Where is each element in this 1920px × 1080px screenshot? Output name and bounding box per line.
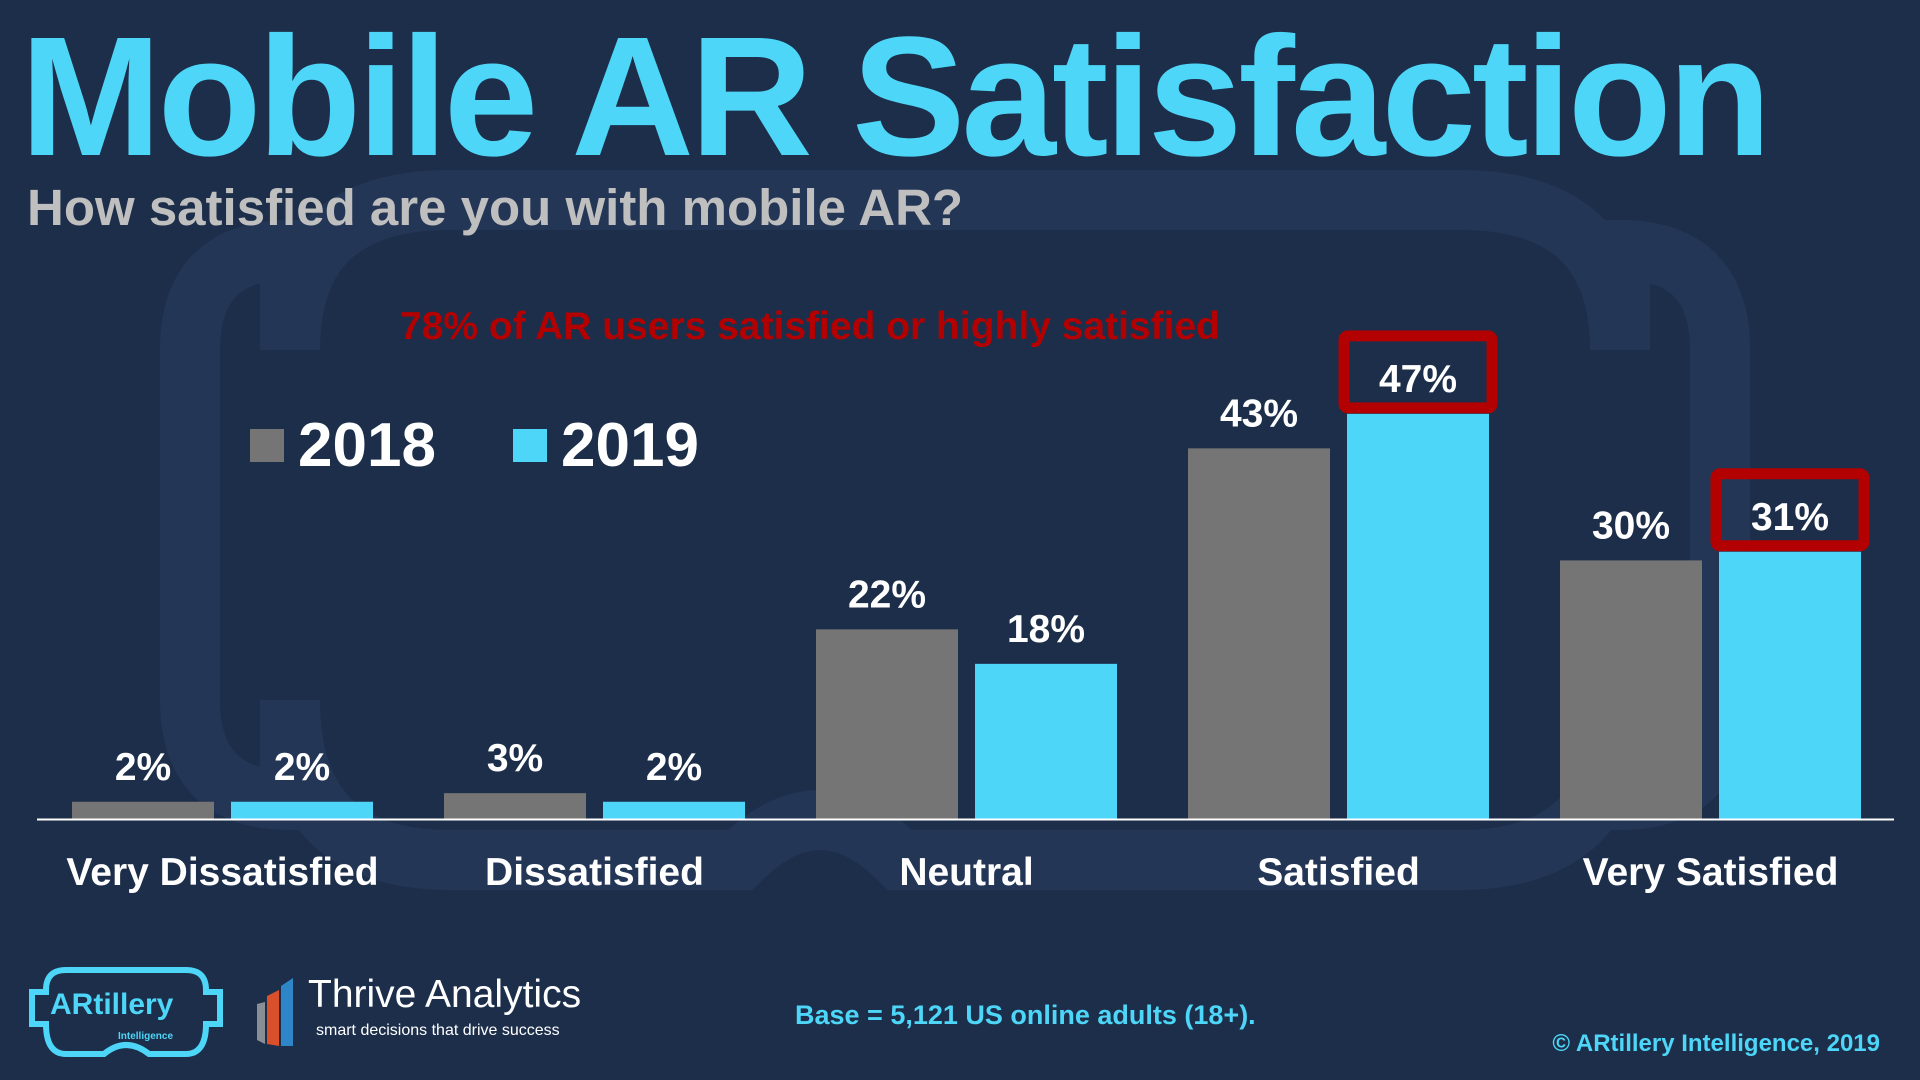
highlight-box [1710, 468, 1870, 552]
bar-2019 [975, 663, 1117, 819]
legend-label-2018: 2018 [298, 411, 436, 480]
thrive-analytics-name: Thrive Analytics [308, 973, 582, 1016]
legend-swatch-2019 [513, 429, 547, 462]
category-label: Dissatisfied [485, 851, 704, 894]
svg-text:Intelligence: Intelligence [118, 1031, 173, 1042]
category-label: Satisfied [1257, 851, 1420, 894]
bar-2018 [1560, 560, 1702, 819]
bar-2018 [1188, 448, 1330, 819]
thrive-analytics-tagline: smart decisions that drive success [316, 1022, 560, 1039]
data-label: 31% [1751, 496, 1829, 539]
subtitle: How satisfied are you with mobile AR? [27, 179, 964, 236]
bar-2019 [1719, 551, 1861, 819]
data-label: 2% [115, 746, 171, 789]
bar-2018 [816, 629, 958, 819]
data-label: 2% [274, 746, 330, 789]
base-note: Base = 5,121 US online adults (18+). [795, 1000, 1256, 1030]
data-label: 47% [1379, 358, 1457, 401]
legend-swatch-2018 [250, 429, 284, 462]
page-title: Mobile AR Satisfaction [20, 2, 1772, 192]
bar-2018 [444, 793, 586, 819]
data-label: 18% [1007, 608, 1085, 651]
category-label: Neutral [899, 851, 1033, 894]
category-label: Very Satisfied [1583, 851, 1839, 894]
thrive-analytics-icon [257, 978, 293, 1046]
category-label: Very Dissatisfied [66, 851, 378, 894]
copyright: © ARtillery Intelligence, 2019 [1552, 1030, 1880, 1057]
annotation: 78% of AR users satisfied or highly sati… [400, 305, 1220, 348]
highlight-box [1338, 330, 1498, 414]
data-label: 43% [1220, 392, 1298, 435]
artillery-logo: ARtillery Intelligence [29, 967, 223, 1057]
legend-label-2019: 2019 [561, 411, 699, 480]
data-label: 22% [848, 573, 926, 616]
data-label: 30% [1592, 504, 1670, 547]
bar-2019 [603, 801, 745, 819]
bar-2018 [72, 801, 214, 819]
bar-2019 [231, 801, 373, 819]
data-label: 3% [487, 737, 543, 780]
svg-text:ARtillery: ARtillery [50, 988, 174, 1021]
bar-2019 [1347, 413, 1489, 819]
data-label: 2% [646, 746, 702, 789]
